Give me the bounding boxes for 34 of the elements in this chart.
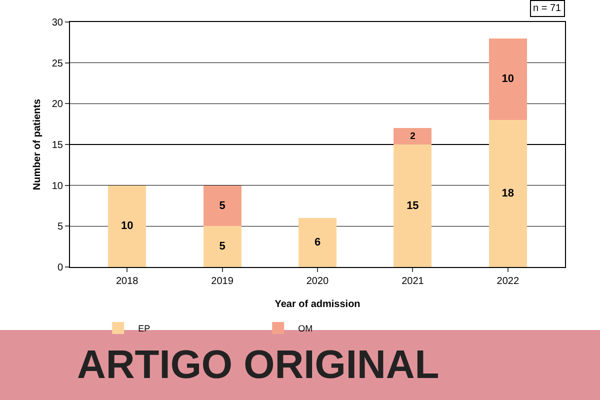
- bar: [488, 38, 527, 120]
- bar: [108, 185, 146, 267]
- x-tick-label: 2021: [402, 276, 424, 287]
- legend-label: OM: [298, 324, 313, 334]
- y-axis-title: Number of patients: [32, 98, 43, 190]
- x-axis-title: Year of admission: [274, 299, 360, 310]
- y-tick-label: 5: [57, 222, 64, 233]
- y-tick-label: 20: [52, 99, 64, 110]
- y-tick-label: 0: [57, 262, 64, 274]
- data-label: 5: [219, 240, 226, 253]
- bar: [298, 218, 337, 267]
- data-label: 18: [502, 188, 514, 200]
- legend-label: EP: [138, 324, 150, 334]
- data-label: 10: [502, 73, 514, 86]
- data-label: 2: [410, 130, 416, 142]
- x-tick-label: 2018: [116, 276, 139, 287]
- y-tick-label: 10: [52, 180, 64, 192]
- y-tick-label: 30: [52, 18, 64, 28]
- x-tick-label: 2022: [496, 276, 520, 287]
- x-tick-label: 2020: [306, 276, 330, 287]
- bar: [488, 120, 527, 267]
- y-tick-label: 15: [52, 140, 64, 151]
- bar: [394, 144, 432, 267]
- x-tick-label: 2019: [211, 276, 234, 287]
- data-label: 15: [406, 200, 419, 212]
- data-label: 5: [219, 200, 226, 212]
- text: ARTIGO ORIGINAL: [77, 343, 440, 387]
- y-tick-label: 25: [52, 58, 64, 70]
- data-label: 6: [314, 236, 321, 248]
- text: n = 71: [533, 3, 562, 14]
- bar: [203, 185, 242, 226]
- data-label: 10: [120, 220, 134, 232]
- bar: [394, 128, 432, 144]
- bar: [203, 226, 242, 267]
